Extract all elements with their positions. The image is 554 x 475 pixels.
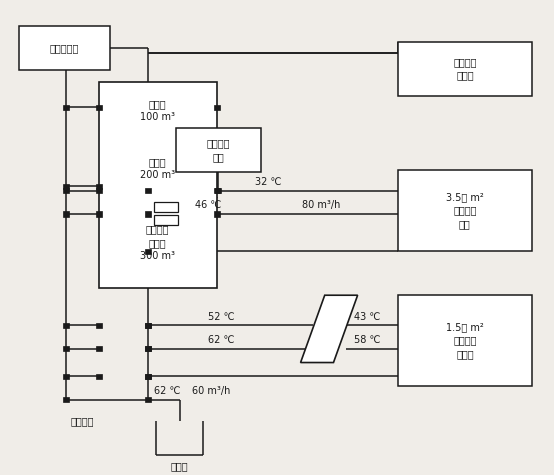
Bar (96, 346, 102, 351)
Bar (63, 104, 69, 110)
Bar (63, 323, 69, 328)
Bar (145, 248, 151, 254)
Text: 1.5万 m²
建筑暖气
包供暖: 1.5万 m² 建筑暖气 包供暖 (446, 322, 484, 359)
Bar (145, 323, 151, 328)
Bar (176, 128, 260, 172)
Text: 46 ℃: 46 ℃ (195, 200, 221, 210)
Bar (63, 346, 69, 351)
Bar (153, 202, 178, 212)
Bar (96, 323, 102, 328)
Bar (214, 104, 220, 110)
Text: 地热井: 地热井 (171, 461, 188, 471)
Text: 3.5万 m²
建筑地暖
采暖: 3.5万 m² 建筑地暖 采暖 (446, 192, 484, 228)
Bar (145, 397, 151, 402)
Bar (96, 183, 102, 189)
Text: 抽井水源: 抽井水源 (70, 416, 94, 426)
Text: 游泳池、
鱼池: 游泳池、 鱼池 (206, 139, 230, 162)
Text: 高位热水箱: 高位热水箱 (50, 43, 79, 53)
Text: 洗浴池
100 m³: 洗浴池 100 m³ (140, 99, 175, 122)
Text: 32 ℃: 32 ℃ (255, 177, 281, 187)
Bar (63, 211, 69, 217)
Text: 60 m³/h: 60 m³/h (192, 386, 230, 396)
Text: 地暖采暖
储水池
300 m³: 地暖采暖 储水池 300 m³ (140, 225, 175, 261)
Bar (398, 295, 532, 386)
Bar (96, 211, 102, 217)
Bar (145, 211, 151, 217)
Bar (398, 170, 532, 251)
Bar (63, 183, 69, 189)
Text: 62 ℃: 62 ℃ (208, 335, 235, 345)
Bar (99, 82, 217, 288)
Bar (63, 374, 69, 379)
Text: 学生教职
工洗浴: 学生教职 工洗浴 (453, 57, 476, 81)
Bar (145, 346, 151, 351)
Text: 62 ℃: 62 ℃ (153, 386, 180, 396)
Bar (215, 188, 221, 193)
Bar (214, 211, 220, 217)
Bar (96, 188, 102, 193)
Bar (96, 374, 102, 379)
Bar (63, 397, 69, 402)
Bar (145, 346, 151, 351)
Bar (96, 104, 102, 110)
Bar (145, 374, 151, 379)
Text: 备用池
200 m³: 备用池 200 m³ (140, 157, 175, 180)
Text: 80 m³/h: 80 m³/h (302, 200, 340, 210)
Bar (145, 188, 151, 193)
Text: 52 ℃: 52 ℃ (208, 312, 235, 322)
Bar (63, 188, 69, 193)
Bar (145, 374, 151, 379)
Bar (214, 188, 220, 193)
Text: 58 ℃: 58 ℃ (354, 335, 380, 345)
Bar (153, 215, 178, 225)
Bar (145, 323, 151, 328)
Polygon shape (301, 295, 358, 362)
Bar (19, 26, 110, 70)
Bar (398, 42, 532, 95)
Text: 43 ℃: 43 ℃ (354, 312, 380, 322)
